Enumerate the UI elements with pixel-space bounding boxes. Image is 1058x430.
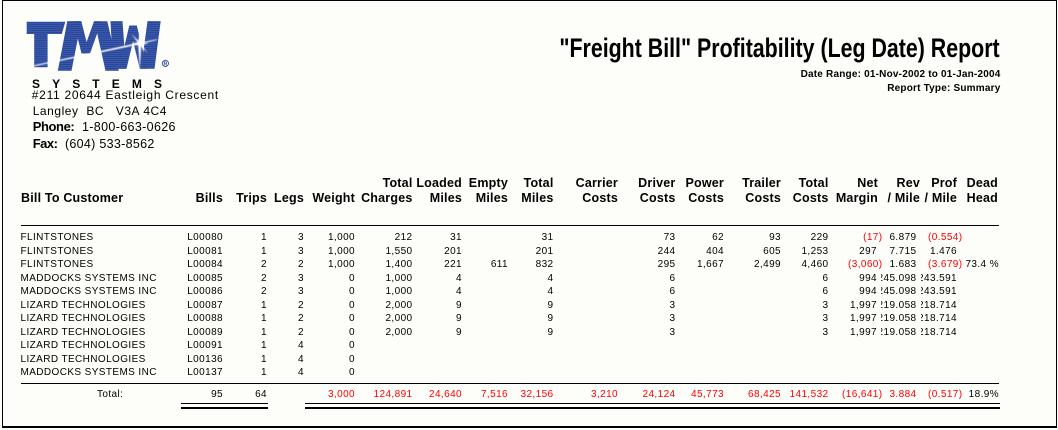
svg-text:R: R: [164, 61, 168, 67]
